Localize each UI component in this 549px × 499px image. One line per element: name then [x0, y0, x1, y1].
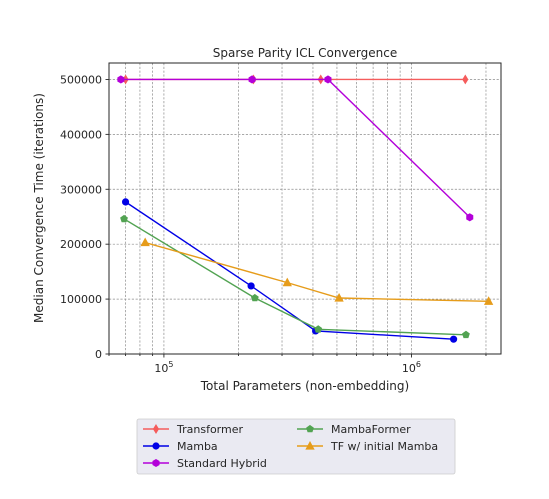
- legend-marker: [152, 442, 160, 450]
- legend-label: Mamba: [177, 440, 218, 453]
- x-tick-label: 106: [402, 360, 421, 375]
- series-standard-hybrid: [117, 75, 474, 222]
- point-mambaformer: [462, 330, 470, 339]
- series-layer: [117, 74, 494, 343]
- legend-marker: [152, 458, 160, 468]
- y-tick-label: 100000: [60, 293, 102, 306]
- legend-marker: [305, 440, 315, 450]
- y-tick-label: 300000: [60, 183, 102, 196]
- point-tf-w-initial-mamba: [483, 296, 494, 305]
- legend-label: MambaFormer: [331, 423, 411, 436]
- point-mamba: [121, 198, 130, 206]
- plot-area-frame: [108, 62, 502, 355]
- point-mamba: [450, 335, 458, 343]
- grid-layer: [108, 63, 501, 355]
- series-line-standard-hybrid: [120, 78, 471, 218]
- legend-marker: [152, 424, 160, 434]
- point-mamba: [247, 282, 255, 290]
- series-mamba: [121, 198, 458, 343]
- legend-label: TF w/ initial Mamba: [330, 440, 438, 453]
- legend-marker: [306, 424, 314, 433]
- x-tick-label: 105: [154, 360, 173, 375]
- y-tick-label: 0: [95, 348, 102, 361]
- point-mambaformer: [314, 325, 323, 333]
- y-tick-label: 500000: [60, 73, 102, 86]
- point-standard-hybrid: [117, 75, 125, 84]
- series-line-mamba: [125, 201, 454, 340]
- legend-item-transformer: Transformer: [143, 423, 243, 436]
- tick-layer: 0 100000 200000 300000 400000 500000 105 106: [60, 73, 487, 375]
- series-line-mambaformer: [123, 218, 466, 336]
- legend-item-mamba: Mamba: [143, 440, 218, 453]
- legend-box: [136, 418, 456, 475]
- y-tick-label: 200000: [60, 238, 102, 251]
- y-axis-label: Median Convergence Time (iterations): [32, 93, 46, 323]
- y-tick-label: 400000: [60, 128, 102, 141]
- point-standard-hybrid: [324, 75, 332, 84]
- legend-item-standard-hybrid: Standard Hybrid: [143, 457, 267, 470]
- point-tf-w-initial-mamba: [140, 237, 150, 247]
- legend-label: Transformer: [176, 423, 243, 436]
- point-tf-w-initial-mamba: [282, 277, 292, 287]
- point-transformer: [462, 74, 469, 85]
- series-tf-w-initial-mamba: [140, 237, 494, 305]
- point-tf-w-initial-mamba: [334, 292, 344, 302]
- legend-label: Standard Hybrid: [177, 457, 267, 470]
- point-mambaformer: [250, 293, 259, 302]
- x-axis-label: Total Parameters (non-embedding): [200, 379, 409, 393]
- point-standard-hybrid: [248, 75, 256, 84]
- series-line-tf-w-initial-mamba: [144, 241, 489, 302]
- point-mambaformer: [120, 214, 128, 223]
- legend: Transformer Mamba Standard Hybrid MambaForm…: [136, 418, 456, 475]
- legend-item-mambaformer: MambaFormer: [297, 423, 411, 436]
- series-mambaformer: [120, 214, 470, 339]
- legend-item-tf-w-initial-mamba: TF w/ initial Mamba: [297, 440, 438, 453]
- chart-title: Sparse Parity ICL Convergence: [213, 46, 397, 60]
- point-standard-hybrid: [466, 213, 474, 222]
